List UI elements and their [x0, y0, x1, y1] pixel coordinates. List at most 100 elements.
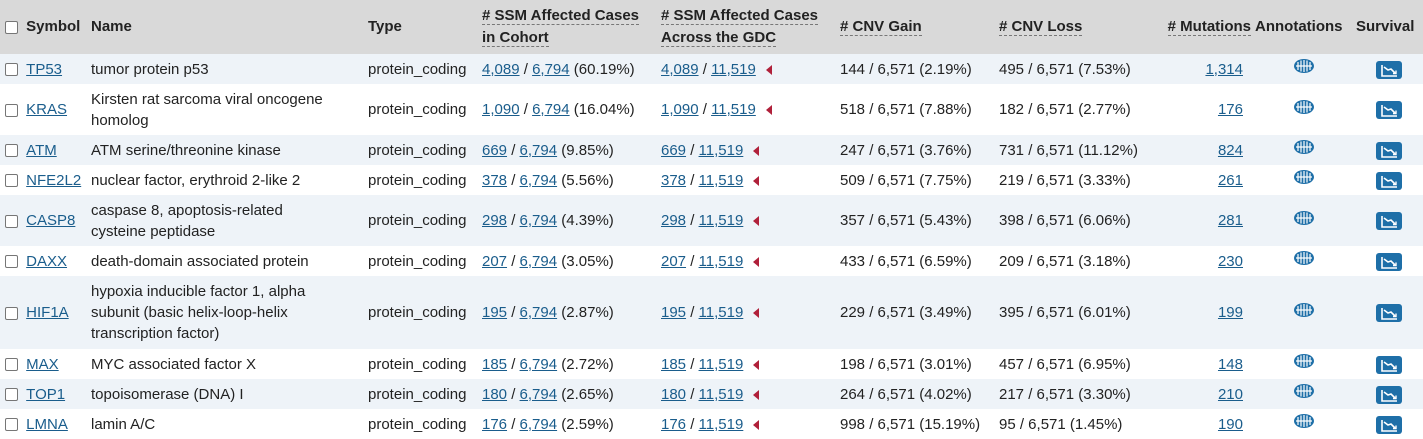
gdc-total-cases-link[interactable]: 11,519 [698, 252, 744, 270]
row-checkbox[interactable] [5, 144, 18, 158]
gdc-total-cases-link[interactable]: 11,519 [698, 355, 744, 373]
gene-symbol-link[interactable]: CASP8 [26, 212, 76, 229]
cohort-total-cases-link[interactable]: 6,794 [532, 101, 570, 118]
gene-symbol-link[interactable]: LMNA [26, 415, 68, 433]
annotation-icon[interactable] [1292, 301, 1316, 325]
mutations-count-link[interactable]: 281 [1217, 212, 1243, 229]
gdc-affected-cases-link[interactable]: 176 [661, 415, 687, 433]
triangle-left-icon[interactable] [753, 145, 760, 156]
survival-plot-icon[interactable] [1375, 101, 1402, 120]
row-checkbox[interactable] [5, 174, 18, 188]
mutations-count-link[interactable]: 824 [1217, 141, 1243, 159]
gene-symbol-link[interactable]: ATM [26, 141, 57, 159]
annotation-icon[interactable] [1292, 249, 1316, 273]
mutations-count-link[interactable]: 261 [1217, 171, 1243, 189]
triangle-left-icon[interactable] [753, 308, 760, 319]
select-all-checkbox[interactable] [5, 20, 18, 34]
header-ssm-gdc[interactable]: # SSM Affected Cases Across the GDC [659, 0, 838, 54]
gdc-total-cases-link[interactable]: 11,519 [698, 415, 744, 433]
cohort-affected-cases-link[interactable]: 378 [482, 171, 508, 189]
cohort-affected-cases-link[interactable]: 4,089 [482, 60, 520, 78]
row-checkbox[interactable] [5, 306, 18, 320]
survival-plot-icon[interactable] [1375, 252, 1402, 271]
gdc-affected-cases-link[interactable]: 298 [661, 212, 687, 229]
cohort-total-cases-link[interactable]: 6,794 [519, 385, 558, 403]
annotation-icon[interactable] [1292, 352, 1316, 376]
row-checkbox[interactable] [5, 103, 18, 117]
cohort-total-cases-link[interactable]: 6,794 [519, 355, 558, 373]
survival-plot-icon[interactable] [1375, 385, 1402, 404]
cohort-total-cases-link[interactable]: 6,794 [519, 141, 558, 159]
gene-symbol-link[interactable]: KRAS [26, 101, 68, 118]
survival-plot-icon[interactable] [1375, 355, 1402, 374]
annotation-icon[interactable] [1292, 412, 1316, 436]
row-checkbox[interactable] [5, 63, 18, 77]
cohort-affected-cases-link[interactable]: 669 [482, 141, 508, 159]
cohort-total-cases-link[interactable]: 6,794 [532, 60, 570, 78]
gene-symbol-link[interactable]: NFE2L2 [26, 171, 82, 189]
header-ssm-cohort[interactable]: # SSM Affected Cases in Cohort [480, 0, 659, 54]
mutations-count-link[interactable]: 199 [1217, 304, 1243, 321]
triangle-left-icon[interactable] [753, 216, 760, 227]
gene-symbol-link[interactable]: MAX [26, 355, 59, 373]
row-checkbox[interactable] [5, 255, 18, 269]
gdc-total-cases-link[interactable]: 11,519 [698, 141, 744, 159]
gdc-total-cases-link[interactable]: 11,519 [711, 60, 756, 78]
cohort-affected-cases-link[interactable]: 180 [482, 385, 508, 403]
gdc-total-cases-link[interactable]: 11,519 [698, 212, 744, 229]
triangle-left-icon[interactable] [753, 419, 760, 430]
triangle-left-icon[interactable] [753, 175, 760, 186]
triangle-left-icon[interactable] [753, 359, 760, 370]
cohort-total-cases-link[interactable]: 6,794 [519, 304, 558, 321]
gdc-affected-cases-link[interactable]: 207 [661, 252, 687, 270]
triangle-left-icon[interactable] [753, 256, 760, 267]
cohort-affected-cases-link[interactable]: 176 [482, 415, 508, 433]
row-checkbox[interactable] [5, 388, 18, 402]
cohort-total-cases-link[interactable]: 6,794 [519, 415, 558, 433]
cohort-total-cases-link[interactable]: 6,794 [519, 171, 558, 189]
annotation-icon[interactable] [1292, 168, 1316, 192]
mutations-count-link[interactable]: 230 [1217, 252, 1243, 270]
triangle-left-icon[interactable] [753, 389, 760, 400]
mutations-count-link[interactable]: 190 [1217, 415, 1243, 433]
cohort-affected-cases-link[interactable]: 298 [482, 212, 508, 229]
survival-plot-icon[interactable] [1375, 60, 1402, 79]
gdc-affected-cases-link[interactable]: 185 [661, 355, 687, 373]
cohort-affected-cases-link[interactable]: 185 [482, 355, 508, 373]
gdc-total-cases-link[interactable]: 11,519 [698, 385, 744, 403]
gdc-affected-cases-link[interactable]: 195 [661, 304, 687, 321]
gene-symbol-link[interactable]: HIF1A [26, 304, 69, 321]
gene-symbol-link[interactable]: TOP1 [26, 385, 66, 403]
row-checkbox[interactable] [5, 214, 18, 228]
gdc-affected-cases-link[interactable]: 1,090 [661, 101, 699, 118]
row-checkbox[interactable] [5, 358, 18, 372]
cohort-affected-cases-link[interactable]: 1,090 [482, 101, 520, 118]
gdc-total-cases-link[interactable]: 11,519 [698, 171, 744, 189]
annotation-icon[interactable] [1292, 57, 1316, 81]
gdc-affected-cases-link[interactable]: 378 [661, 171, 687, 189]
mutations-count-link[interactable]: 1,314 [1205, 60, 1243, 78]
header-mutations[interactable]: # Mutations [1157, 0, 1253, 54]
survival-plot-icon[interactable] [1375, 212, 1402, 231]
triangle-left-icon[interactable] [766, 64, 772, 75]
gene-symbol-link[interactable]: DAXX [26, 252, 68, 270]
header-cnv-loss[interactable]: # CNV Loss [997, 0, 1157, 54]
cohort-total-cases-link[interactable]: 6,794 [519, 252, 558, 270]
cohort-affected-cases-link[interactable]: 195 [482, 304, 508, 321]
annotation-icon[interactable] [1292, 209, 1316, 233]
row-checkbox[interactable] [5, 418, 18, 432]
cohort-total-cases-link[interactable]: 6,794 [519, 212, 558, 229]
gdc-affected-cases-link[interactable]: 180 [661, 385, 687, 403]
survival-plot-icon[interactable] [1375, 141, 1402, 160]
cohort-affected-cases-link[interactable]: 207 [482, 252, 508, 270]
annotation-icon[interactable] [1292, 98, 1316, 122]
mutations-count-link[interactable]: 148 [1217, 355, 1243, 373]
triangle-left-icon[interactable] [766, 105, 772, 116]
header-cnv-gain[interactable]: # CNV Gain [838, 0, 997, 54]
gdc-total-cases-link[interactable]: 11,519 [711, 101, 756, 118]
survival-plot-icon[interactable] [1375, 415, 1402, 434]
mutations-count-link[interactable]: 176 [1217, 101, 1243, 118]
gene-symbol-link[interactable]: TP53 [26, 60, 63, 78]
gdc-affected-cases-link[interactable]: 4,089 [661, 60, 699, 78]
annotation-icon[interactable] [1292, 138, 1316, 162]
